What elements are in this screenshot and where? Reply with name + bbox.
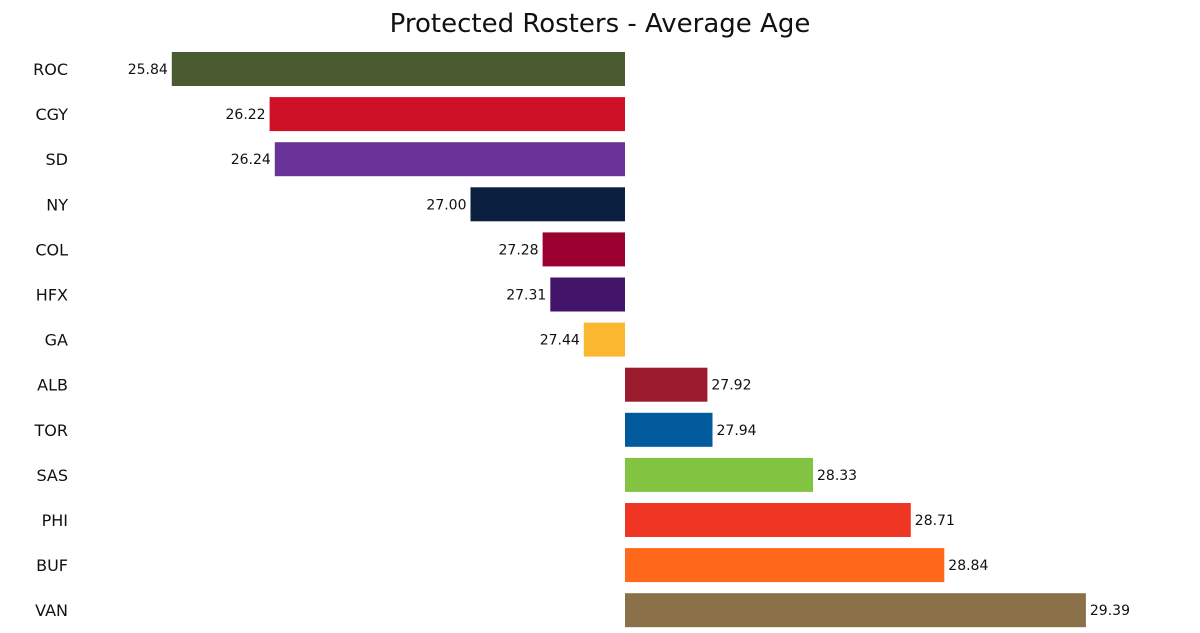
bar-ga bbox=[583, 322, 625, 357]
category-label-hfx: HFX bbox=[36, 286, 68, 305]
bar-roc bbox=[171, 52, 626, 86]
bar-phi bbox=[625, 503, 911, 537]
value-label-cgy: 26.22 bbox=[226, 107, 266, 123]
value-label-alb: 27.92 bbox=[711, 378, 751, 394]
value-label-col: 27.28 bbox=[499, 242, 539, 258]
category-label-col: COL bbox=[35, 240, 68, 259]
category-label-buf: BUF bbox=[36, 556, 68, 575]
bar-van bbox=[625, 593, 1086, 628]
category-label-alb: ALB bbox=[37, 376, 68, 395]
value-label-ny: 27.00 bbox=[426, 197, 466, 213]
value-label-roc: 25.84 bbox=[128, 62, 168, 78]
bar-ny bbox=[470, 187, 625, 222]
value-label-hfx: 27.31 bbox=[506, 288, 546, 304]
category-label-roc: ROC bbox=[33, 60, 68, 79]
value-label-phi: 28.71 bbox=[915, 513, 955, 529]
category-label-sd: SD bbox=[46, 150, 68, 169]
category-label-ny: NY bbox=[46, 195, 68, 214]
category-label-cgy: CGY bbox=[35, 105, 68, 124]
category-label-van: VAN bbox=[35, 601, 68, 620]
bar-cgy bbox=[269, 97, 625, 132]
value-label-tor: 27.94 bbox=[717, 423, 757, 439]
chart-title: Protected Rosters - Average Age bbox=[390, 9, 811, 39]
category-label-sas: SAS bbox=[36, 466, 68, 485]
bar-col bbox=[542, 232, 625, 267]
value-label-sas: 28.33 bbox=[817, 468, 857, 484]
category-label-phi: PHI bbox=[42, 511, 68, 530]
bars-group: ROC 25.84 CGY 26.22 SD 26.24 NY 27.00 COL 27.28 HF… bbox=[33, 52, 1130, 628]
category-label-ga: GA bbox=[45, 331, 68, 350]
category-label-tor: TOR bbox=[34, 421, 68, 440]
value-label-ga: 27.44 bbox=[540, 333, 580, 349]
value-label-van: 29.39 bbox=[1090, 603, 1130, 619]
bar-tor bbox=[625, 412, 713, 447]
bar-buf bbox=[625, 548, 945, 583]
bar-hfx bbox=[550, 277, 625, 312]
bar-alb bbox=[625, 367, 708, 402]
bar-sas bbox=[625, 457, 813, 492]
bar-sd bbox=[274, 142, 625, 177]
value-label-sd: 26.24 bbox=[231, 152, 271, 168]
value-label-buf: 28.84 bbox=[948, 558, 988, 574]
